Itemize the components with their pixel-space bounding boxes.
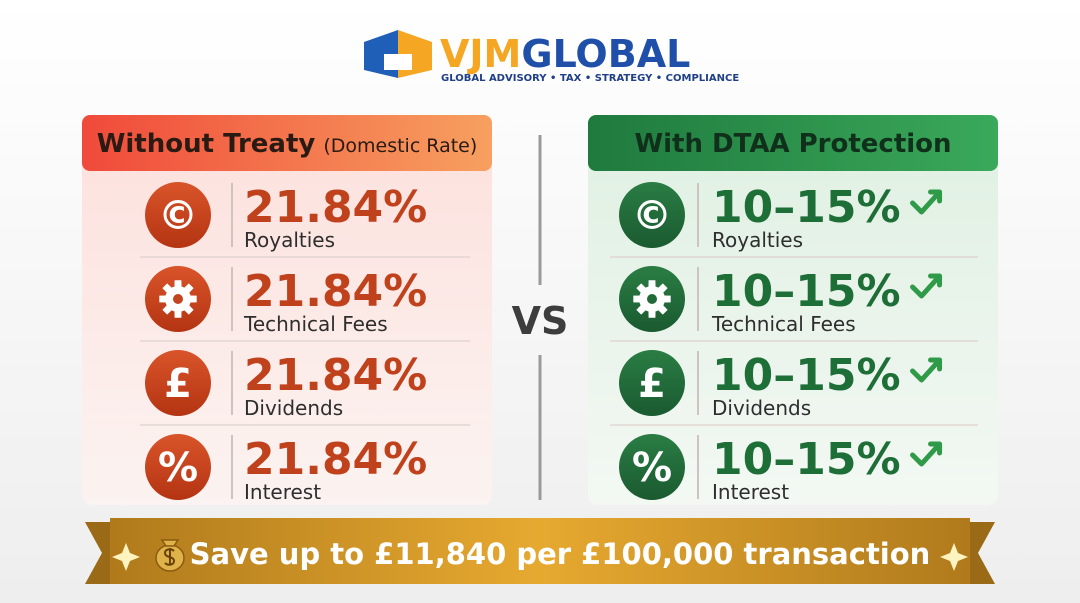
icon-glyph: © <box>632 193 672 239</box>
rate-label: Dividends <box>712 396 811 420</box>
brand-secondary: GLOBAL <box>521 32 690 76</box>
right-header <box>588 115 998 171</box>
brand-primary: VJM <box>440 32 521 76</box>
rate-value: 21.84% <box>244 266 427 317</box>
rate-label: Interest <box>244 480 321 504</box>
money-bag-icon <box>155 539 185 572</box>
check-arrow <box>910 189 943 215</box>
rate-value: 10–15% <box>712 434 901 485</box>
icon-glyph: © <box>158 193 198 239</box>
left-title: Without Treaty (Domestic Rate) <box>97 129 478 159</box>
gear-teeth <box>159 280 197 318</box>
banner-text: Save up to £11,840 per £100,000 transact… <box>190 537 931 571</box>
rate-label: Technical Fees <box>711 312 856 336</box>
versus: VS <box>512 299 569 343</box>
icon-circle <box>619 182 685 248</box>
icon-glyph: % <box>632 445 672 491</box>
gear-icon <box>633 280 671 318</box>
icon-circle <box>619 350 685 416</box>
banner-ribbon <box>85 518 995 584</box>
brand-name: VJMGLOBAL <box>440 32 690 76</box>
rate-label: Royalties <box>712 228 803 252</box>
rate-value: 10–15% <box>712 350 901 401</box>
rate-value: 10–15% <box>712 182 901 233</box>
rate-label: Royalties <box>244 228 335 252</box>
icon-glyph: % <box>158 445 198 491</box>
gear-icon <box>159 280 197 318</box>
gear-hole <box>173 294 183 304</box>
right-panel <box>588 115 998 505</box>
brand-tagline: GLOBAL ADVISORY • TAX • STRATEGY • COMPL… <box>441 73 739 84</box>
check-arrow <box>910 357 943 383</box>
icon-circle <box>145 434 211 500</box>
rate-label: Interest <box>712 480 789 504</box>
rate-value: 21.84% <box>244 182 427 233</box>
left-subtitle: (Domestic Rate) <box>323 135 477 157</box>
rate-value: 21.84% <box>244 434 427 485</box>
rate-value: 10–15% <box>712 266 901 317</box>
gear-hole <box>647 294 657 304</box>
left-header <box>82 115 492 171</box>
left-title-main: Without Treaty <box>97 129 316 159</box>
check-arrow <box>910 441 943 467</box>
icon-circle <box>145 350 211 416</box>
sparkle <box>112 543 968 571</box>
icon-circle <box>145 182 211 248</box>
logo-mark <box>364 30 432 78</box>
gear-teeth <box>633 280 671 318</box>
rate-value: 21.84% <box>244 350 427 401</box>
icon-circle <box>619 434 685 500</box>
icon-glyph: £ <box>638 361 666 407</box>
right-title: With DTAA Protection <box>634 129 951 159</box>
rate-label: Dividends <box>244 396 343 420</box>
icon-glyph: £ <box>164 361 192 407</box>
rate-label: Technical Fees <box>243 312 388 336</box>
check-arrow <box>910 273 943 299</box>
